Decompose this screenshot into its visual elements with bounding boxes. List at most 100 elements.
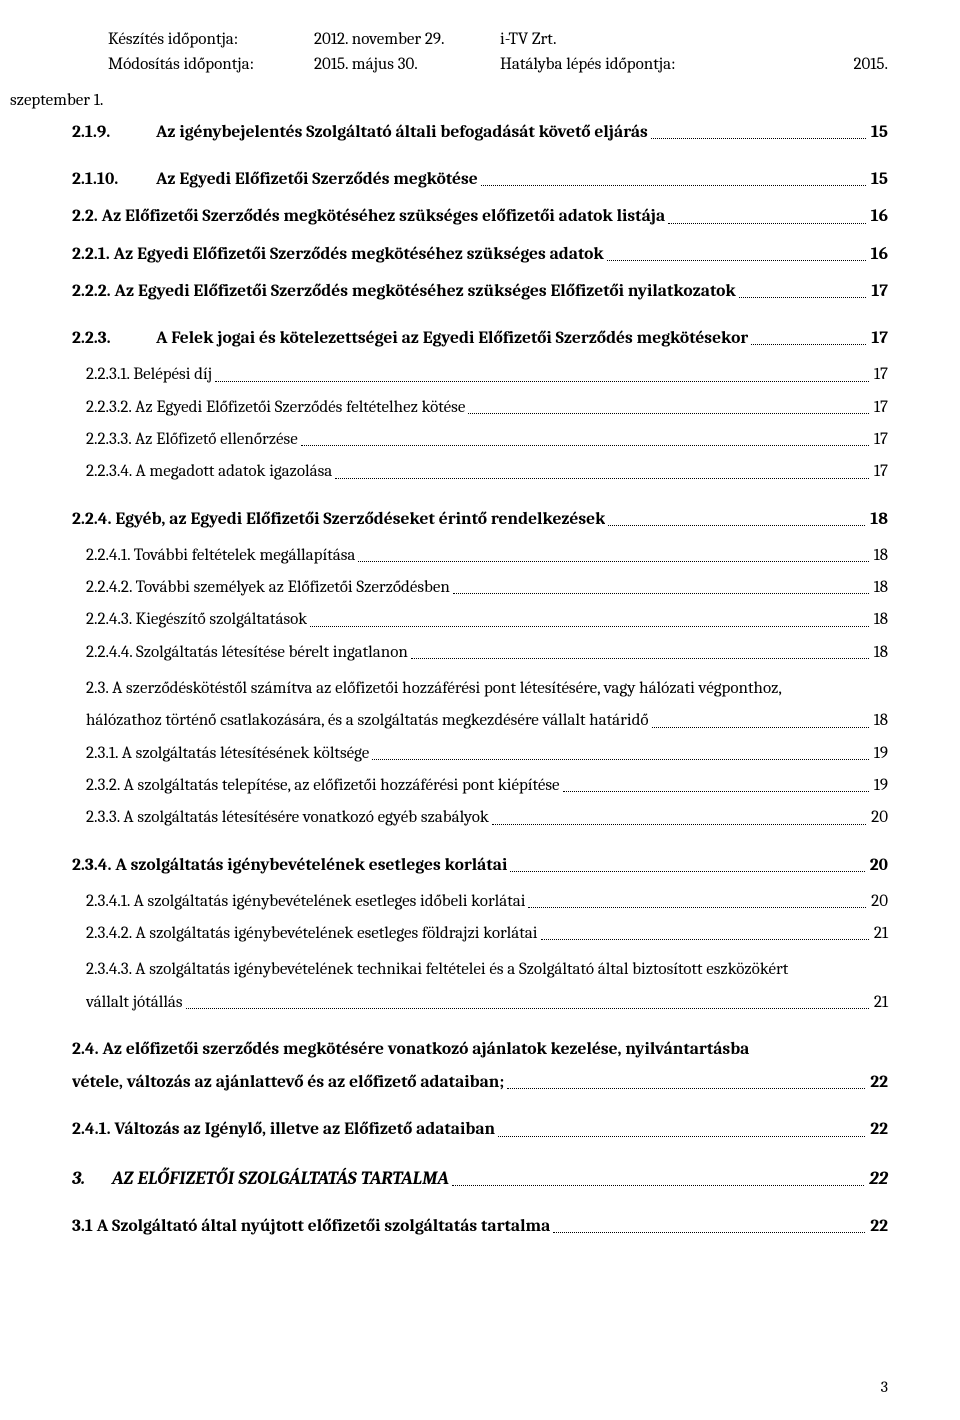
toc-leader xyxy=(310,625,868,627)
toc-entry-text: 2.2.3.2. Az Egyedi Előfizetői Szerződés … xyxy=(86,392,465,424)
toc-page-number: 20 xyxy=(868,849,888,882)
toc-page-number: 20 xyxy=(869,802,888,834)
toc-leader xyxy=(468,412,869,414)
toc-entry-text: 2.1.10.Az Egyedi Előfizetői Szerződés me… xyxy=(72,163,478,196)
toc-leader xyxy=(215,380,869,382)
effective-label: Hatályba lépés időpontja: xyxy=(500,53,676,78)
toc-entry-text: vállalt jótállás xyxy=(86,987,183,1019)
toc-entry-text: 3.1 A Szolgáltató által nyújtott előfize… xyxy=(72,1210,550,1243)
toc-entry: 2.3.2. A szolgáltatás telepítése, az elő… xyxy=(72,770,888,802)
toc-page-number: 20 xyxy=(869,886,888,918)
toc-entry: 2.1.9.Az igénybejelentés Szolgáltató ált… xyxy=(72,116,888,149)
toc-chapter: 3.AZ ELŐFIZETŐI SZOLGÁLTATÁS TARTALMA 22 xyxy=(72,1161,888,1196)
toc-entry-text: 2.2.4.4. Szolgáltatás létesítése bérelt … xyxy=(86,637,408,669)
toc-entry-text: 2.2.4.3. Kiegészítő szolgáltatások xyxy=(86,604,307,636)
toc-entry-text: 2.2.3.A Felek jogai és kötelezettségei a… xyxy=(72,322,748,355)
toc-leader xyxy=(510,870,864,872)
toc-leader xyxy=(372,758,868,760)
toc-entry-text: 2.3.1. A szolgáltatás létesítésének költ… xyxy=(86,738,369,770)
toc-page-number: 17 xyxy=(872,359,888,391)
toc-entry: 2.2.3.1. Belépési díj17 xyxy=(72,359,888,391)
toc-entry-text: 2.1.9.Az igénybejelentés Szolgáltató ált… xyxy=(72,116,648,149)
toc-page-number: 18 xyxy=(872,604,888,636)
toc-page-number: 15 xyxy=(869,116,888,149)
toc-page-number: 18 xyxy=(868,503,888,536)
toc-leader xyxy=(335,477,869,479)
toc-entry: 2.3.1. A szolgáltatás létesítésének költ… xyxy=(72,738,888,770)
toc-page-number: 22 xyxy=(867,1161,888,1196)
toc-leader xyxy=(651,137,866,139)
toc-leader xyxy=(301,444,869,446)
toc-page-number: 17 xyxy=(872,392,888,424)
document-page: Készítés időpontja: 2012. november 29. i… xyxy=(0,0,960,1420)
toc-entry-text: 2.4.1. Változás az Igénylő, illetve az E… xyxy=(72,1113,495,1146)
toc-page-number: 16 xyxy=(869,238,888,271)
effective-month: szeptember 1. xyxy=(10,89,888,114)
toc-entry: 2.2.4.1. További feltételek megállapítás… xyxy=(72,540,888,572)
toc-entry-text: vétele, változás az ajánlattevő és az el… xyxy=(72,1066,504,1099)
toc-chapter-text: 3.AZ ELŐFIZETŐI SZOLGÁLTATÁS TARTALMA xyxy=(72,1161,449,1196)
company-name: i-TV Zrt. xyxy=(500,28,888,53)
toc-page-number: 22 xyxy=(868,1066,888,1099)
toc-entry: 2.2.4.2. További személyek az Előfizetői… xyxy=(72,572,888,604)
toc-entry: 2.2.4. Egyéb, az Egyedi Előfizetői Szerz… xyxy=(72,503,888,536)
toc-entry: 3.1 A Szolgáltató által nyújtott előfize… xyxy=(72,1210,888,1243)
modified-label: Módosítás időpontja: xyxy=(108,53,314,78)
page-number: 3 xyxy=(881,1378,888,1396)
toc-page-number: 18 xyxy=(872,705,888,737)
toc-entry-text: 2.3.2. A szolgáltatás telepítése, az elő… xyxy=(86,770,560,802)
header-row-created: Készítés időpontja: 2012. november 29. i… xyxy=(108,28,888,53)
toc-page-number: 18 xyxy=(872,637,888,669)
toc-entry: 2.2.2. Az Egyedi Előfizetői Szerződés me… xyxy=(72,275,888,308)
modified-date: 2015. május 30. xyxy=(314,53,500,78)
toc-leader xyxy=(358,560,868,562)
toc-page-number: 16 xyxy=(869,200,888,233)
toc-page-number: 15 xyxy=(869,163,888,196)
document-header: Készítés időpontja: 2012. november 29. i… xyxy=(108,28,888,77)
toc-page-number: 18 xyxy=(872,540,888,572)
toc-page-number: 17 xyxy=(869,275,888,308)
toc-page-number: 17 xyxy=(869,322,888,355)
toc-entry-text: 2.2.4.2. További személyek az Előfizetői… xyxy=(86,572,450,604)
toc-page-number: 22 xyxy=(868,1210,888,1243)
toc-entry: 2.2.3.4. A megadott adatok igazolása17 xyxy=(72,456,888,488)
created-label: Készítés időpontja: xyxy=(108,28,314,53)
toc-entry-text: 2.3.3. A szolgáltatás létesítésére vonat… xyxy=(86,802,489,834)
toc-leader xyxy=(563,790,869,792)
toc-entry: 2.3.4.1. A szolgáltatás igénybevételének… xyxy=(72,886,888,918)
toc-entry-multiline: 2.4. Az előfizetői szerződés megkötésére… xyxy=(72,1033,888,1100)
toc-entry: 2.2.3.A Felek jogai és kötelezettségei a… xyxy=(72,322,888,355)
toc-leader xyxy=(452,1184,865,1186)
toc-entry-text: 2.3.4. A szolgáltatás igénybevételének e… xyxy=(72,849,507,882)
toc-leader xyxy=(507,1087,865,1089)
toc-page-number: 17 xyxy=(872,424,888,456)
created-date: 2012. november 29. xyxy=(314,28,500,53)
toc-entry: 2.4.1. Változás az Igénylő, illetve az E… xyxy=(72,1113,888,1146)
toc-page-number: 21 xyxy=(872,987,888,1019)
toc-entry: 2.1.10.Az Egyedi Előfizetői Szerződés me… xyxy=(72,163,888,196)
header-row-modified: Módosítás időpontja: 2015. május 30. Hat… xyxy=(108,53,888,78)
toc-entry: 2.3.3. A szolgáltatás létesítésére vonat… xyxy=(72,802,888,834)
toc-entry-text: hálózathoz történő csatlakozására, és a … xyxy=(86,705,649,737)
toc-page-number: 17 xyxy=(872,456,888,488)
toc-entry-multiline: 2.3.4.3. A szolgáltatás igénybevételének… xyxy=(72,954,888,1019)
toc-leader xyxy=(411,657,869,659)
toc-page-number: 19 xyxy=(872,738,888,770)
toc-entry-text: 2.3.4.2. A szolgáltatás igénybevételének… xyxy=(86,918,538,950)
toc-entry: 2.3.4.2. A szolgáltatás igénybevételének… xyxy=(72,918,888,950)
toc-leader xyxy=(528,906,866,908)
toc-entry-text: 2.2.4.1. További feltételek megállapítás… xyxy=(86,540,355,572)
toc-page-number: 21 xyxy=(872,918,888,950)
toc-page-number: 18 xyxy=(872,572,888,604)
toc-entry-text: 2.2.4. Egyéb, az Egyedi Előfizetői Szerz… xyxy=(72,503,605,536)
toc-entry-multiline: 2.3. A szerződéskötéstől számítva az elő… xyxy=(72,673,888,738)
toc-entry-text: 2.2. Az Előfizetői Szerződés megkötéséhe… xyxy=(72,200,665,233)
toc-entry: 2.2.4.4. Szolgáltatás létesítése bérelt … xyxy=(72,637,888,669)
toc-leader xyxy=(608,524,865,526)
toc-leader xyxy=(652,726,869,728)
toc-leader xyxy=(751,343,866,345)
toc-entry-text: 2.2.2. Az Egyedi Előfizetői Szerződés me… xyxy=(72,275,736,308)
toc-entry: 2.2.4.3. Kiegészítő szolgáltatások 18 xyxy=(72,604,888,636)
toc-entry-text: 2.2.1. Az Egyedi Előfizetői Szerződés me… xyxy=(72,238,604,271)
effective-block: Hatályba lépés időpontja: 2015. xyxy=(500,53,888,78)
